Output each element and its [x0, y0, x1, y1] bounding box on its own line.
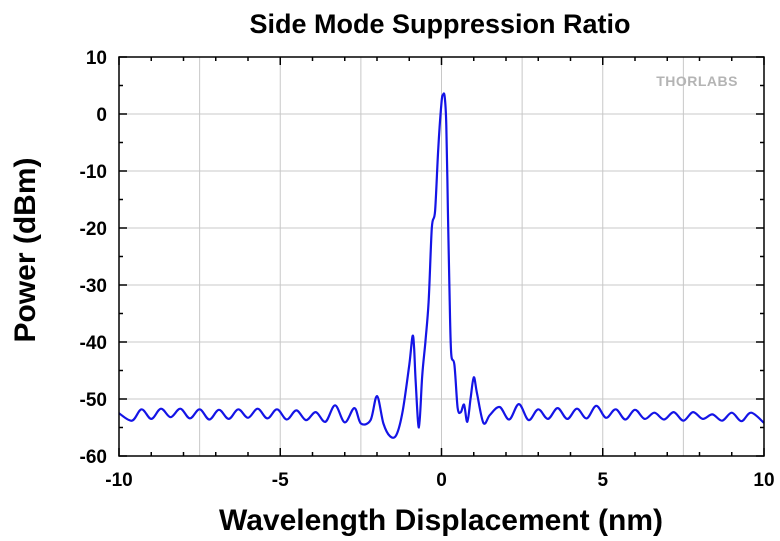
y-tick-label: -60	[80, 447, 107, 468]
y-tick-label: -20	[80, 219, 107, 240]
series-layer	[118, 92, 765, 439]
x-tick-label: -10	[105, 470, 132, 491]
y-tick-label: 10	[86, 48, 107, 69]
x-tick-label: -5	[272, 470, 289, 491]
series-line-0	[118, 92, 765, 439]
y-tick-label: 0	[96, 105, 107, 126]
x-tick-label: 10	[753, 470, 774, 491]
y-tick-label: -40	[80, 333, 107, 354]
y-axis-label: Power (dBm)	[9, 157, 42, 342]
x-tick-labels: -10 -5 0 5 10	[105, 470, 774, 491]
x-axis-label: Wavelength Displacement (nm)	[219, 504, 663, 537]
y-tick-label: -10	[80, 162, 107, 183]
y-tick-label: -50	[80, 390, 107, 411]
chart-title: Side Mode Suppression Ratio	[249, 9, 630, 39]
y-tick-labels: 10 0 -10 -20 -30 -40 -50 -60	[80, 48, 107, 468]
grid	[119, 57, 764, 456]
axis-ticks	[118, 56, 765, 457]
y-tick-label: -30	[80, 276, 107, 297]
x-tick-label: 5	[597, 470, 608, 491]
x-tick-label: 0	[436, 470, 447, 491]
thorlabs-watermark: THORLABS	[656, 73, 738, 89]
